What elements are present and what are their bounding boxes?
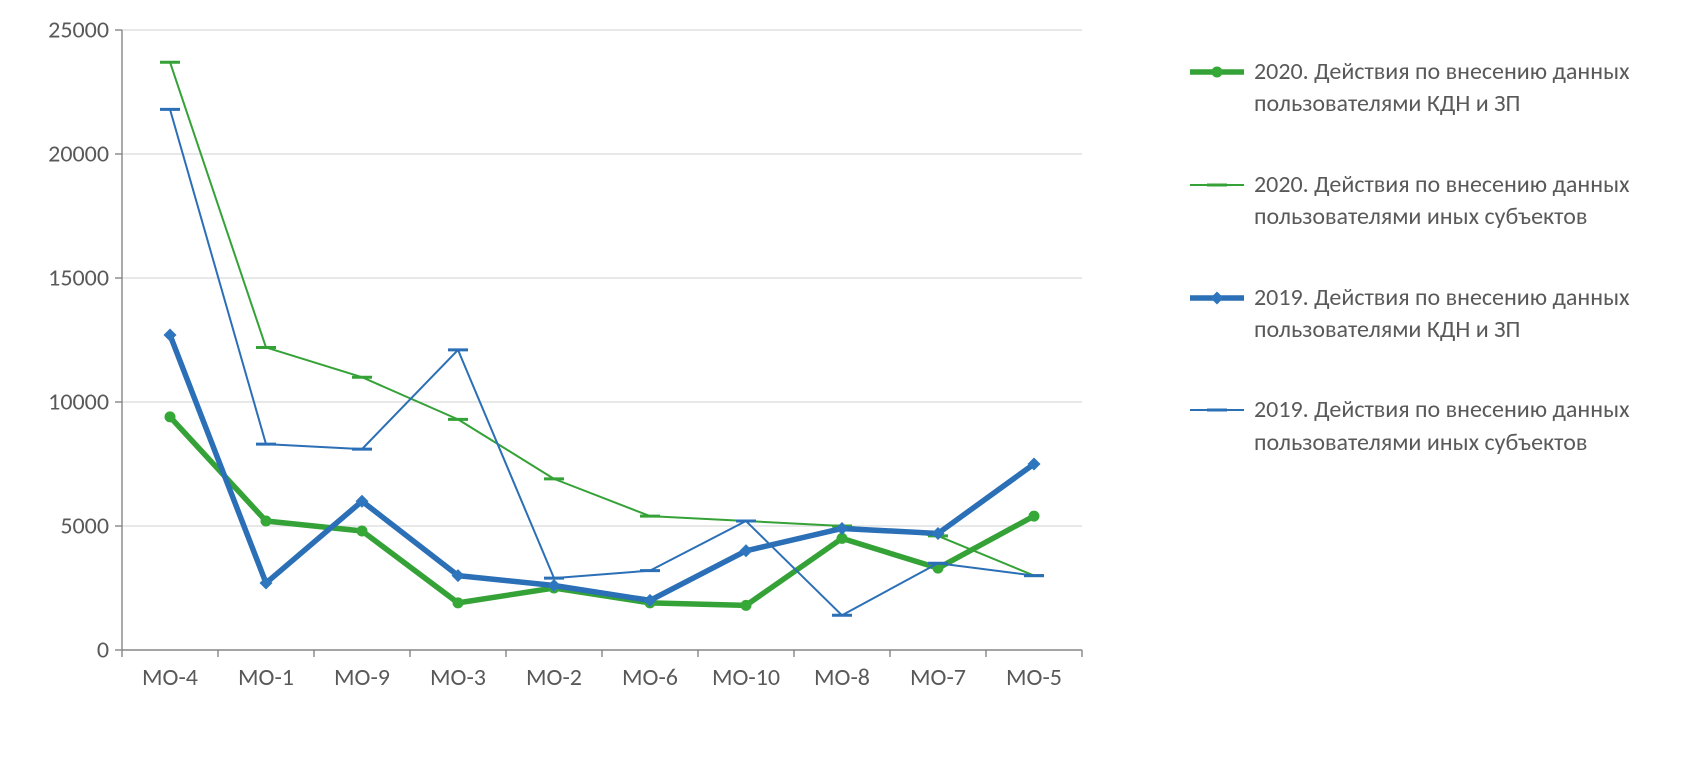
legend-label: 2020. Действия по внесению данных пользо… — [1254, 169, 1670, 234]
y-tick-label: 20000 — [0, 140, 109, 169]
legend-swatch — [1190, 286, 1244, 310]
y-axis-labels: 0 5000 10000 15000 20000 25000 — [0, 0, 109, 784]
x-tick-label: МО-6 — [622, 663, 678, 692]
legend-label: 2019. Действия по внесению данных пользо… — [1254, 282, 1670, 347]
legend-entry: 2019. Действия по внесению данных пользо… — [1190, 394, 1670, 459]
legend-label: 2020. Действия по внесению данных пользо… — [1254, 56, 1670, 121]
legend-entry: 2020. Действия по внесению данных пользо… — [1190, 169, 1670, 234]
y-tick-label: 0 — [0, 636, 109, 665]
legend-entry: 2020. Действия по внесению данных пользо… — [1190, 56, 1670, 121]
x-tick-label: МО-4 — [142, 663, 198, 692]
series-s1_2020_kdn — [165, 411, 1040, 610]
line-chart: 0 5000 10000 15000 20000 25000 МО-4 МО-1 МО-9 МО… — [0, 0, 1692, 784]
y-tick-label: 5000 — [0, 512, 109, 541]
y-tick-label: 10000 — [0, 388, 109, 417]
series-s4_2019_other — [160, 109, 1044, 615]
legend-swatch — [1190, 398, 1244, 422]
legend-swatch — [1190, 60, 1244, 84]
x-tick-label: МО-2 — [526, 663, 582, 692]
x-tick-label: МО-10 — [712, 663, 780, 692]
x-tick-label: МО-9 — [334, 663, 390, 692]
x-tick-label: МО-1 — [238, 663, 294, 692]
series-s3_2019_kdn — [164, 329, 1041, 607]
legend-entry: 2019. Действия по внесению данных пользо… — [1190, 282, 1670, 347]
x-tick-label: МО-5 — [1006, 663, 1062, 692]
x-tick-label: МО-3 — [430, 663, 486, 692]
y-tick-label: 15000 — [0, 264, 109, 293]
legend-label: 2019. Действия по внесению данных пользо… — [1254, 394, 1670, 459]
series-s2_2020_other — [160, 62, 1044, 575]
y-tick-label: 25000 — [0, 16, 109, 45]
legend-swatch — [1190, 173, 1244, 197]
x-tick-label: МО-8 — [814, 663, 870, 692]
legend: 2020. Действия по внесению данных пользо… — [1190, 56, 1670, 507]
x-tick-label: МО-7 — [910, 663, 966, 692]
